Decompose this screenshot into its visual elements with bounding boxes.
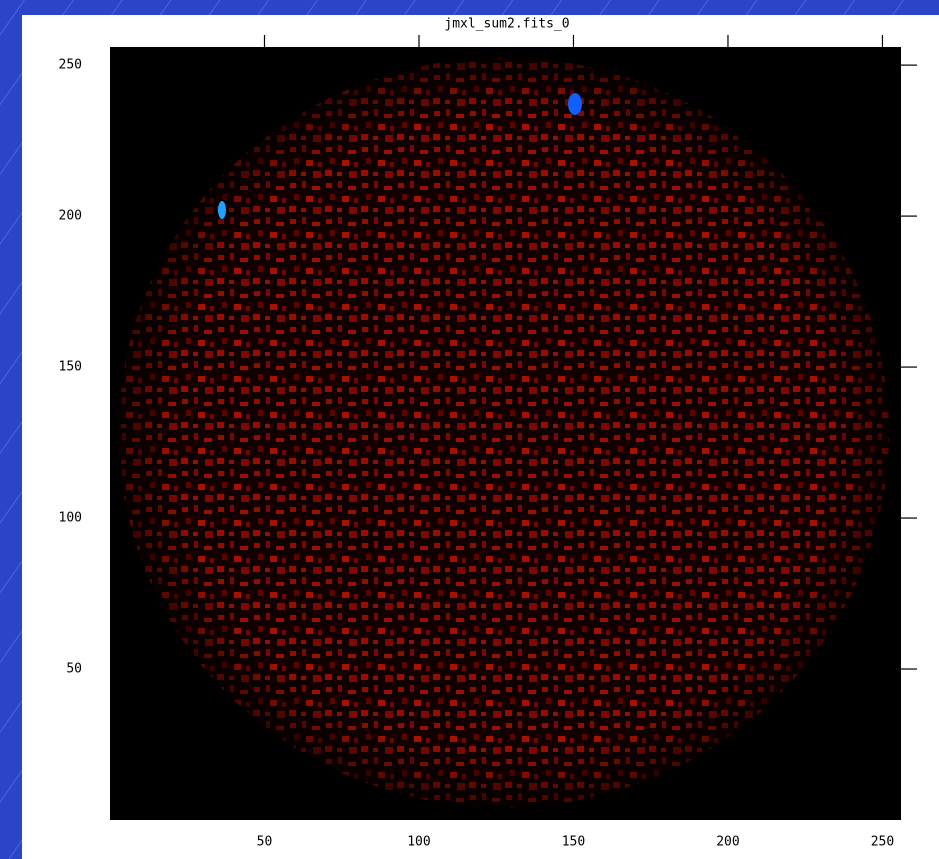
y-tick-label: 150 — [59, 360, 82, 375]
disk-edge — [118, 57, 889, 808]
x-tick-label: 200 — [716, 835, 739, 850]
y-tick-label: 50 — [66, 662, 82, 677]
hot-spot — [218, 201, 226, 219]
y-tick-label: 250 — [59, 58, 82, 73]
x-tick-label: 50 — [257, 835, 273, 850]
y-tick-label: 100 — [59, 511, 82, 526]
x-tick-label: 250 — [871, 835, 894, 850]
x-tick-label: 150 — [562, 835, 585, 850]
y-tick-label: 200 — [59, 209, 82, 224]
hot-spot — [568, 93, 582, 115]
x-tick-label: 100 — [407, 835, 430, 850]
chart-title: jmxl_sum2.fits_0 — [444, 17, 569, 32]
